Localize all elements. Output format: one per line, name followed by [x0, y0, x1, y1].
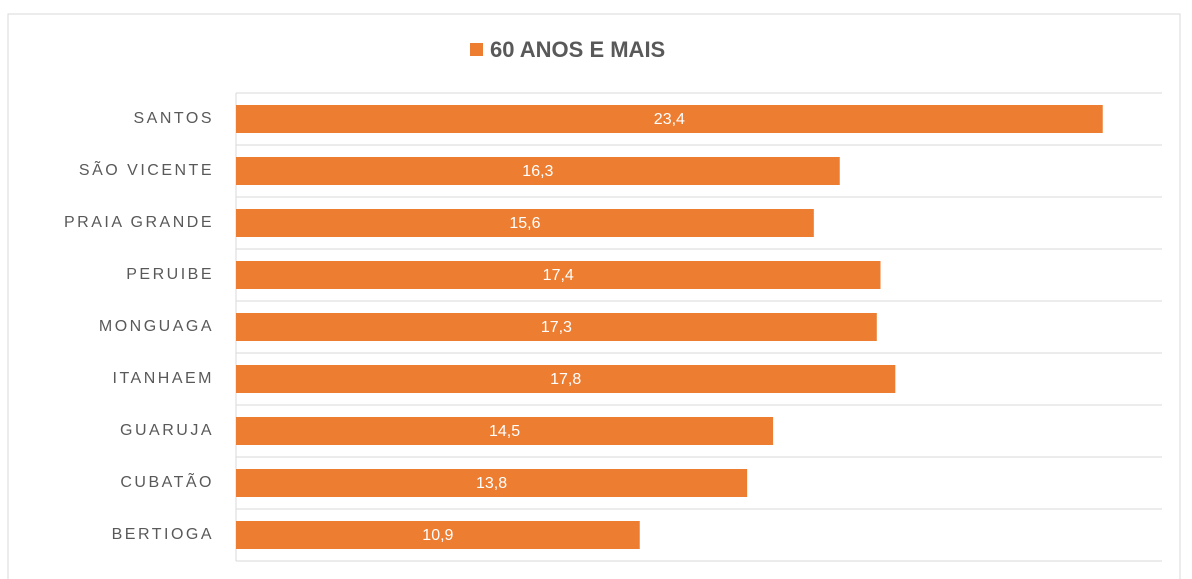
y-tick-label: SÃO VICENTE: [79, 159, 214, 179]
y-tick-label: BERTIOGA: [112, 526, 214, 543]
legend-swatch: [470, 43, 483, 56]
data-label: 13,8: [476, 475, 507, 492]
legend-label: 60 ANOS E MAIS: [490, 37, 665, 62]
y-tick-label: MONGUAGA: [99, 318, 214, 335]
bar: [236, 521, 640, 549]
data-label: 17,4: [543, 267, 574, 284]
y-tick-label: CUBATÃO: [120, 471, 214, 491]
bar: [236, 261, 881, 289]
y-tick-label: PERUIBE: [126, 266, 214, 283]
bar: [236, 313, 877, 341]
bar: [236, 417, 774, 445]
data-label: 23,4: [654, 111, 685, 128]
bar: [236, 469, 748, 497]
data-label: 17,8: [550, 371, 581, 388]
y-tick-label: SANTOS: [134, 110, 215, 127]
y-tick-label: PRAIA GRANDE: [64, 214, 214, 231]
bar: [236, 105, 1103, 133]
y-tick-label: ITANHAEM: [113, 370, 214, 387]
data-label: 10,9: [422, 527, 453, 544]
data-label: 14,5: [489, 423, 520, 440]
data-label: 17,3: [541, 319, 572, 336]
bar: [236, 365, 896, 393]
bar: [236, 157, 840, 185]
data-label: 15,6: [509, 215, 540, 232]
y-tick-label: GUARUJA: [120, 422, 214, 439]
data-label: 16,3: [522, 163, 553, 180]
bar: [236, 209, 814, 237]
